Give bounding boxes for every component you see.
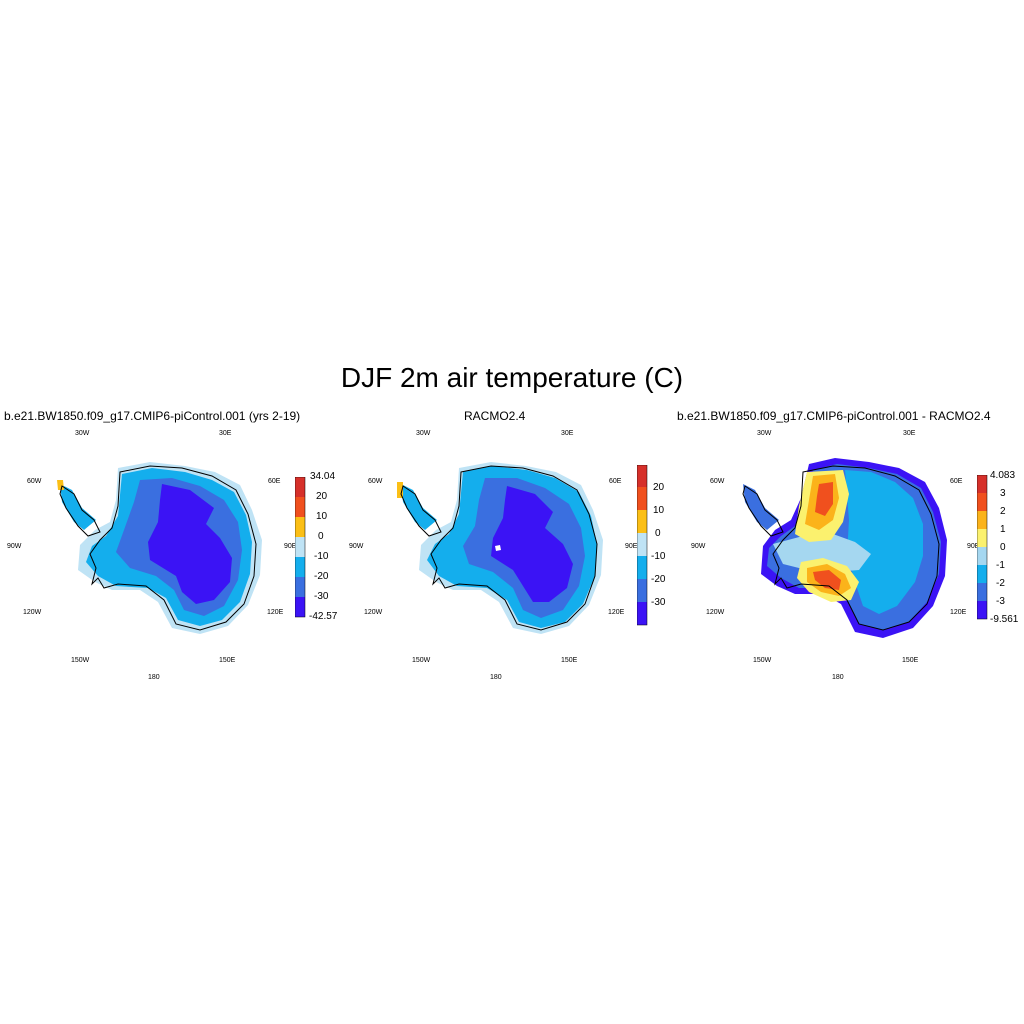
field-light-blue — [773, 534, 871, 572]
lon-label-180: 180 — [832, 674, 844, 681]
lon-label-90e: 90E — [967, 543, 980, 550]
coastline — [430, 465, 598, 631]
peninsula-coast — [742, 485, 784, 537]
lon-label-150e: 150E — [902, 657, 919, 664]
colorbar-label: 1 — [1000, 524, 1006, 535]
figure-title: DJF 2m air temperature (C) — [340, 362, 684, 393]
colorbar-label: 3 — [1000, 488, 1006, 499]
colorbar-label: 0 — [655, 528, 661, 539]
lon-label-30e: 30E — [561, 430, 574, 437]
lon-label-90w: 90W — [7, 543, 22, 550]
colorbar-label: 0 — [318, 531, 324, 542]
colorbar-label: -42.57 — [309, 611, 338, 622]
colorbar-label: -10 — [314, 551, 329, 562]
lon-label-150w: 150W — [71, 657, 90, 664]
lon-label-120w: 120W — [706, 609, 725, 616]
coastline — [772, 465, 940, 631]
panel-title-model: b.e21.BW1850.f09_g17.CMIP6-piControl.001… — [4, 409, 301, 423]
field-peninsula — [60, 484, 96, 530]
colorbar-label: -30 — [314, 591, 329, 602]
colorbar-label: -1 — [996, 560, 1005, 571]
lon-label-120w: 120W — [23, 609, 42, 616]
lon-label-150w: 150W — [753, 657, 772, 664]
colorbar-label: -10 — [651, 551, 666, 562]
colorbar-label: -20 — [314, 571, 329, 582]
lon-label-90w: 90W — [691, 543, 706, 550]
lon-label-180: 180 — [148, 674, 160, 681]
coastline — [89, 465, 257, 631]
lon-label-150w: 150W — [412, 657, 431, 664]
field-coldest-core — [148, 484, 232, 604]
panel-title-difference: b.e21.BW1850.f09_g17.CMIP6-piControl.001… — [677, 409, 991, 423]
lon-label-60w: 60W — [27, 478, 42, 485]
peninsula-coast — [400, 485, 442, 537]
peninsula-coast — [59, 485, 101, 537]
lon-label-150e: 150E — [219, 657, 236, 664]
lon-label-30w: 30W — [75, 430, 90, 437]
lon-label-120e: 120E — [950, 609, 967, 616]
lon-label-60e: 60E — [268, 478, 281, 485]
colorbar-difference — [977, 475, 988, 620]
antarctica-map-model — [57, 462, 262, 634]
panel-title-racmo: RACMO2.4 — [464, 409, 526, 423]
field-peninsula — [743, 484, 779, 530]
lon-label-120w: 120W — [364, 609, 383, 616]
colorbar-label: 10 — [653, 505, 665, 516]
colorbar-label: -2 — [996, 578, 1005, 589]
lon-label-30w: 30W — [416, 430, 431, 437]
lon-label-30e: 30E — [903, 430, 916, 437]
lon-label-180: 180 — [490, 674, 502, 681]
lon-label-60e: 60E — [950, 478, 963, 485]
antarctica-map-racmo — [397, 462, 603, 634]
lon-label-90e: 90E — [625, 543, 638, 550]
colorbar-model — [295, 477, 306, 618]
vostok-blank — [495, 545, 501, 551]
colorbar-label: -3 — [996, 596, 1005, 607]
colorbar-label: -20 — [651, 574, 666, 585]
colorbar-racmo — [637, 465, 648, 626]
colorbar-label: 10 — [316, 511, 328, 522]
field-coldest-core — [491, 486, 573, 602]
field-ross-red — [813, 570, 841, 590]
lon-label-150e: 150E — [561, 657, 578, 664]
lon-label-120e: 120E — [267, 609, 284, 616]
colorbar-label: 20 — [653, 482, 665, 493]
field-warm-red — [815, 482, 833, 516]
lon-label-90e: 90E — [284, 543, 297, 550]
colorbar-label: -9.561 — [990, 614, 1019, 625]
lon-label-30e: 30E — [219, 430, 232, 437]
lon-label-120e: 120E — [608, 609, 625, 616]
colorbar-label: 0 — [1000, 542, 1006, 553]
lon-label-60w: 60W — [710, 478, 725, 485]
field-east-cyan — [845, 470, 923, 614]
colorbar-label: -30 — [651, 597, 666, 608]
colorbar-label: 34.04 — [310, 471, 336, 482]
colorbar-label: 4.083 — [990, 470, 1016, 481]
field-peninsula-tip — [57, 480, 64, 490]
lon-label-60w: 60W — [368, 478, 383, 485]
colorbar-label: 20 — [316, 491, 328, 502]
antarctica-map-difference — [742, 458, 947, 638]
lon-label-30w: 30W — [757, 430, 772, 437]
lon-label-90w: 90W — [349, 543, 364, 550]
lon-label-60e: 60E — [609, 478, 622, 485]
colorbar-label: 2 — [1000, 506, 1006, 517]
field-peninsula — [401, 484, 437, 530]
